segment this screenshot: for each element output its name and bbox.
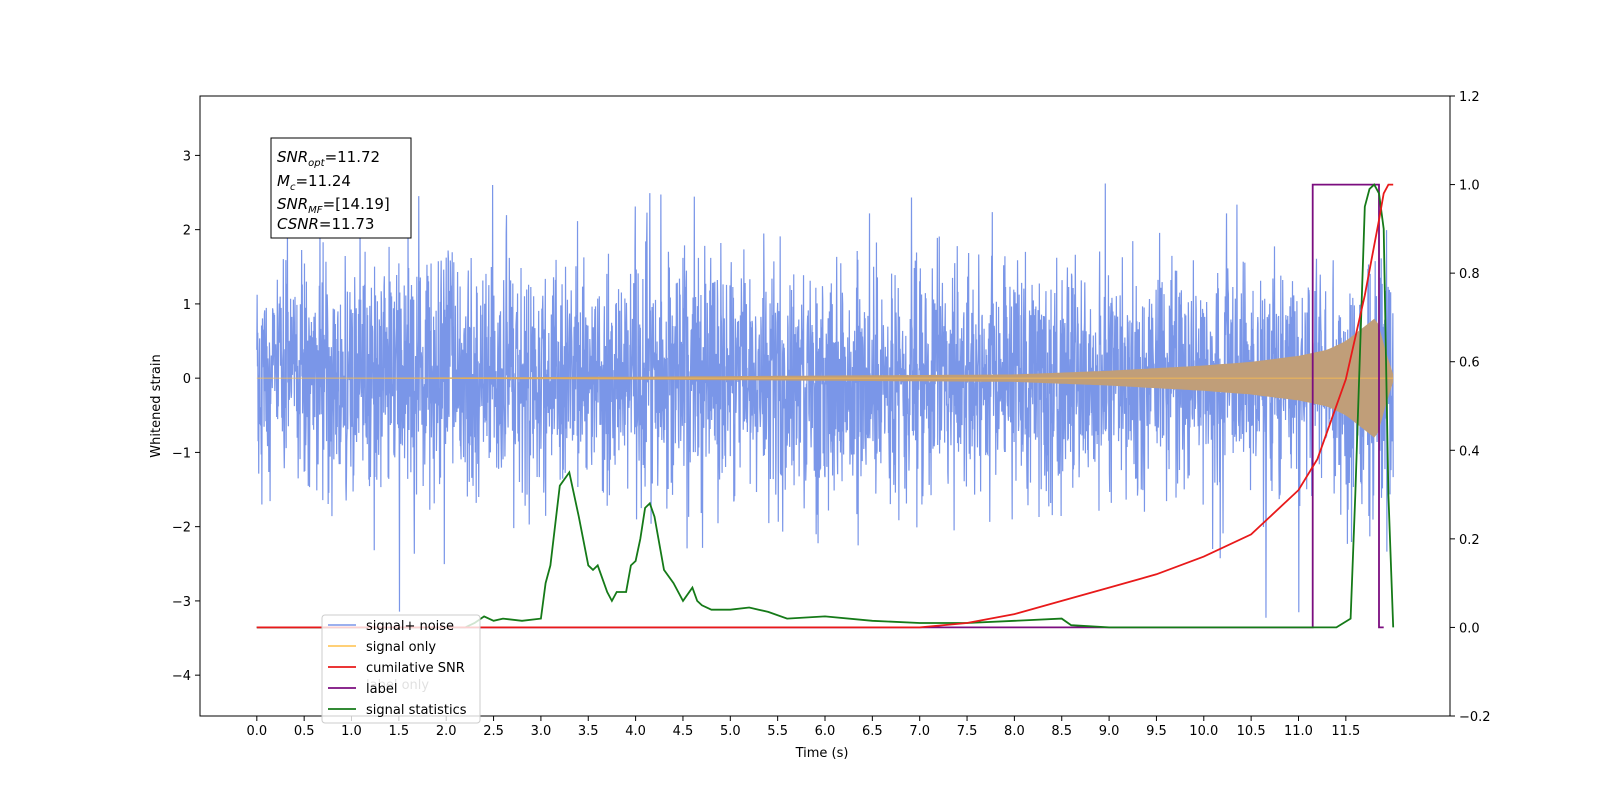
x-tick-label: 1.0 <box>341 724 362 739</box>
x-axis-label: Time (s) <box>795 746 849 761</box>
y2-tick-label: 0.0 <box>1459 621 1480 636</box>
x-tick-label: 2.0 <box>436 724 457 739</box>
x-tick-label: 9.0 <box>1099 724 1120 739</box>
y-tick-label: −4 <box>172 669 191 684</box>
legend-entry-signal-statistics: signal statistics <box>366 703 467 718</box>
x-tick-label: 2.5 <box>483 724 504 739</box>
snr-opt-text: SNRopt=11.72 <box>277 148 380 169</box>
y-tick-label: 0 <box>183 372 191 387</box>
x-tick-label: 10.5 <box>1237 724 1266 739</box>
x-tick-label: 9.5 <box>1146 724 1167 739</box>
y-tick-label: −2 <box>172 521 191 536</box>
y2-tick-label: 0.8 <box>1459 267 1480 282</box>
snr-mf-text: SNRMF=[14.19] <box>277 195 390 216</box>
legend-entry-label: label <box>366 682 397 697</box>
y2-tick-label: 1.0 <box>1459 179 1480 194</box>
x-axis: 0.0 0.5 1.0 1.5 2.0 2.5 3.0 3.5 4.0 4.5 5.0 5.5 6.0 6… <box>246 716 1360 739</box>
csnr-text: CSNR=11.73 <box>277 215 374 233</box>
x-tick-label: 11.0 <box>1284 724 1313 739</box>
cumulative-snr-line <box>256 183 1394 629</box>
signal-statistics-line <box>256 183 1395 629</box>
x-tick-label: 11.5 <box>1331 724 1360 739</box>
signal-noise-line <box>256 183 1394 618</box>
mc-text: Mc=11.24 <box>277 172 351 193</box>
x-tick-label: 0.0 <box>246 724 267 739</box>
x-tick-label: 8.0 <box>1004 724 1025 739</box>
y-tick-label: −1 <box>172 446 191 461</box>
x-tick-label: 1.5 <box>389 724 410 739</box>
x-tick-label: 6.5 <box>862 724 883 739</box>
legend: label only signal+ noise signal only cum… <box>321 614 481 724</box>
y2-tick-label: 0.4 <box>1459 444 1480 459</box>
legend-entry-signal-only: signal only <box>366 640 436 655</box>
plot-area <box>256 183 1395 629</box>
x-tick-label: 3.5 <box>578 724 599 739</box>
x-tick-label: 7.5 <box>957 724 978 739</box>
annotation-box: SNRopt=11.72 Mc=11.24 SNRMF=[14.19] CSNR… <box>270 137 412 239</box>
y-tick-label: 2 <box>183 224 191 239</box>
legend-hidden-entry: label only <box>366 678 429 693</box>
x-tick-label: 0.5 <box>294 724 315 739</box>
y2-tick-label: 0.2 <box>1459 533 1480 548</box>
y-tick-label: 3 <box>183 149 191 164</box>
x-tick-label: 5.0 <box>720 724 741 739</box>
x-tick-label: 8.5 <box>1051 724 1072 739</box>
x-tick-label: 4.5 <box>673 724 694 739</box>
x-tick-label: 10.0 <box>1189 724 1218 739</box>
x-tick-label: 6.0 <box>815 724 836 739</box>
y2-tick-label: −0.2 <box>1459 710 1491 725</box>
y-tick-label: −3 <box>172 595 191 610</box>
y-axis-right: 1.2 1.0 0.8 0.6 0.4 0.2 0.0 −0.2 <box>1450 90 1491 725</box>
x-tick-label: 4.0 <box>625 724 646 739</box>
y-axis-left: 3 2 1 0 −1 −2 −3 −4 <box>172 149 200 684</box>
y2-tick-label: 0.6 <box>1459 356 1480 371</box>
legend-entry-signal-noise: signal+ noise <box>366 619 454 634</box>
x-tick-label: 3.0 <box>531 724 552 739</box>
y-tick-label: 1 <box>183 298 191 313</box>
x-tick-label: 5.5 <box>767 724 788 739</box>
y2-tick-label: 1.2 <box>1459 90 1480 105</box>
y-axis-label: Whitened strain <box>149 354 164 457</box>
legend-entry-cumulative-snr: cumilative SNR <box>366 661 465 676</box>
x-tick-label: 7.0 <box>909 724 930 739</box>
